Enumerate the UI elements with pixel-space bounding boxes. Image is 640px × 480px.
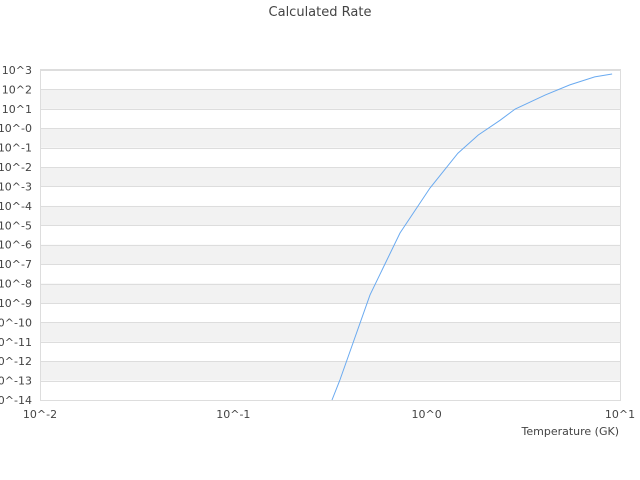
gridlines: [40, 70, 620, 401]
x-tick-label: 10^1: [605, 408, 635, 421]
y-tick-label: 10^2: [2, 83, 32, 96]
y-tick-label: 10^-1: [0, 142, 32, 155]
grid-band: [40, 361, 620, 381]
grid-band: [40, 205, 620, 226]
y-tick-label: 10^-6: [0, 239, 32, 252]
x-tick-label: 10^-1: [216, 408, 250, 421]
series-line: [331, 73, 613, 401]
grid-band: [40, 167, 620, 187]
y-tick-label: 10^-10: [0, 316, 32, 329]
y-tick-label: 10^3: [2, 64, 32, 77]
grid-band: [40, 283, 620, 303]
plot-bands: [40, 89, 620, 381]
y-tick-label: 10^-12: [0, 355, 32, 368]
y-tick-label: 10^-13: [0, 375, 32, 388]
y-tick-label: 10^1: [2, 103, 32, 116]
y-tick-label: 10^-11: [0, 336, 32, 349]
y-axis-ticks: 10^3 10^2 10^1 10^-0 10^-1 10^-2 10^-3 10^-4 10^…: [0, 64, 32, 407]
x-tick-label: 10^0: [412, 408, 442, 421]
y-tick-label: 10^-2: [0, 161, 32, 174]
x-axis-ticks: 10^-2 10^-1 10^0 10^1: [23, 408, 635, 421]
grid-band: [40, 244, 620, 265]
x-axis-label: Temperature (GK): [521, 425, 620, 438]
y-tick-label: 10^-8: [0, 278, 32, 291]
plot-frame: [40, 69, 621, 401]
grid-band: [40, 89, 620, 109]
chart-title: Calculated Rate: [269, 5, 372, 20]
y-tick-label: 10^-3: [0, 180, 32, 193]
grid-band: [40, 128, 620, 148]
y-tick-label: 10^-5: [0, 219, 32, 232]
series-group: [331, 73, 613, 401]
y-tick-label: 10^-4: [0, 200, 32, 213]
y-tick-label: 10^-0: [0, 122, 32, 135]
y-tick-label: 10^-7: [0, 258, 32, 271]
grid-band: [40, 322, 620, 342]
y-tick-label: 10^-14: [0, 394, 32, 407]
x-tick-label: 10^-2: [23, 408, 57, 421]
y-tick-label: 10^-9: [0, 297, 32, 310]
